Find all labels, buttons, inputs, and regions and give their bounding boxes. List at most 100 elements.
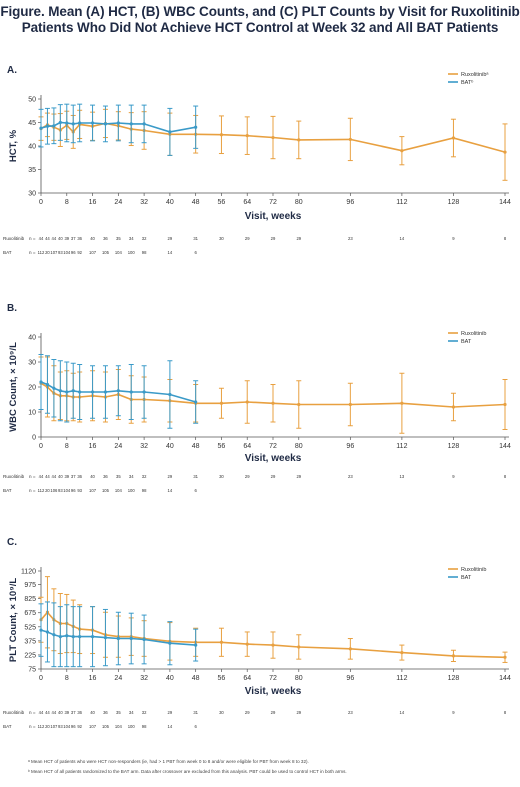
data-point — [451, 136, 456, 140]
at-risk-count: 107 — [89, 488, 97, 493]
y-tick-label: 825 — [24, 596, 36, 603]
at-risk-count: 36 — [77, 474, 82, 479]
x-tick-label: 144 — [499, 199, 511, 206]
data-point — [271, 135, 275, 140]
data-point — [52, 124, 56, 128]
at-risk-count: 36 — [77, 236, 82, 241]
at-risk-label-ruxolitinib: Ruxolitinib — [3, 474, 25, 479]
x-tick-label: 64 — [243, 199, 251, 206]
data-point — [245, 400, 249, 404]
x-tick-label: 96 — [346, 675, 354, 682]
data-point — [348, 137, 352, 142]
data-point — [129, 636, 133, 641]
data-point — [245, 134, 249, 138]
y-tick-label: 40 — [28, 335, 36, 342]
at-risk-count: 30 — [219, 710, 224, 715]
x-tick-label: 96 — [346, 199, 354, 206]
at-risk-count: 29 — [296, 474, 301, 479]
figure-title-line-2: Patients Who Did Not Achieve HCT Control… — [21, 20, 499, 35]
footnote-a: ᵃ Mean HCT of patients who were HCT non-… — [28, 759, 309, 764]
at-risk-count: 107 — [89, 724, 97, 729]
data-point — [103, 390, 108, 394]
x-tick-label: 8 — [65, 675, 69, 682]
x-tick-label: 0 — [39, 199, 43, 206]
at-risk-count: 30 — [219, 474, 224, 479]
x-tick-label: 80 — [295, 675, 303, 682]
at-risk-count: 35 — [116, 710, 121, 715]
data-point — [52, 633, 56, 637]
data-point — [142, 122, 146, 126]
at-risk-count: 29 — [245, 474, 250, 479]
at-risk-count: 13 — [400, 474, 405, 479]
at-risk-count: 35 — [116, 474, 121, 479]
at-risk-count: 40 — [58, 710, 63, 715]
at-risk-count: 32 — [142, 236, 147, 241]
data-point — [271, 401, 275, 405]
at-risk-count: 8 — [504, 710, 507, 715]
data-point — [451, 654, 456, 658]
at-risk-count: 40 — [58, 474, 63, 479]
at-risk-count: 98 — [142, 250, 147, 255]
at-risk-count: 44 — [45, 710, 50, 715]
data-point — [142, 637, 146, 642]
at-risk-count: 6 — [194, 488, 197, 493]
at-risk-count: 34 — [129, 236, 134, 241]
at-risk-count: 14 — [168, 724, 173, 729]
legend-label: Ruxolitinibᵃ — [461, 72, 489, 78]
at-risk-count: 44 — [45, 474, 50, 479]
x-tick-label: 8 — [65, 199, 69, 206]
x-tick-label: 16 — [89, 675, 97, 682]
at-risk-count: 9 — [452, 710, 455, 715]
at-risk-count: 39 — [64, 236, 69, 241]
legend: Ruxolitinib BAT — [448, 567, 486, 581]
at-risk-count: 112 — [38, 250, 45, 255]
x-tick-label: 24 — [114, 443, 122, 450]
at-risk-count: 14 — [168, 488, 173, 493]
at-risk-count: 100 — [128, 250, 136, 255]
at-risk-count: 39 — [64, 710, 69, 715]
at-risk-count: 29 — [168, 474, 173, 479]
at-risk-count: 44 — [52, 236, 57, 241]
at-risk-count: 14 — [168, 250, 173, 255]
x-axis-label: Visit, weeks — [245, 453, 302, 464]
data-point — [297, 402, 301, 407]
x-axis-label: Visit, weeks — [245, 211, 302, 222]
at-risk-count: 6 — [194, 250, 197, 255]
data-point — [78, 635, 82, 639]
at-risk-count: 92 — [77, 250, 82, 255]
data-point — [65, 634, 69, 638]
at-risk-count: 104 — [63, 724, 71, 729]
data-point — [58, 120, 62, 125]
x-tick-label: 72 — [269, 443, 277, 450]
at-risk-n-prefix: n = — [29, 724, 36, 729]
at-risk-count: 100 — [128, 488, 136, 493]
data-point — [90, 121, 95, 125]
series-bat — [38, 103, 199, 156]
data-point — [90, 390, 95, 394]
at-risk-count: 93 — [58, 724, 63, 729]
at-risk-count: 39 — [64, 474, 69, 479]
x-tick-label: 24 — [114, 675, 122, 682]
footnote-b: ᵇ Mean HCT of all patients randomized to… — [28, 769, 347, 774]
at-risk-count: 44 — [45, 236, 50, 241]
data-point — [45, 382, 50, 387]
at-risk-count: 36 — [103, 474, 108, 479]
x-tick-label: 128 — [448, 443, 460, 450]
x-tick-label: 48 — [192, 675, 200, 682]
data-point — [219, 640, 224, 644]
at-risk-count: 98 — [142, 488, 147, 493]
at-risk-n-prefix: n = — [29, 250, 36, 255]
series-line — [40, 382, 506, 408]
data-point — [194, 125, 198, 129]
data-point — [297, 138, 301, 142]
at-risk-count: 8 — [504, 474, 507, 479]
at-risk-count: 34 — [129, 474, 134, 479]
at-risk-count: 9 — [452, 474, 455, 479]
y-tick-label: 975 — [24, 582, 36, 589]
at-risk-count: 29 — [296, 710, 301, 715]
x-tick-label: 40 — [166, 443, 174, 450]
x-tick-label: 144 — [499, 675, 511, 682]
data-point — [39, 126, 43, 130]
